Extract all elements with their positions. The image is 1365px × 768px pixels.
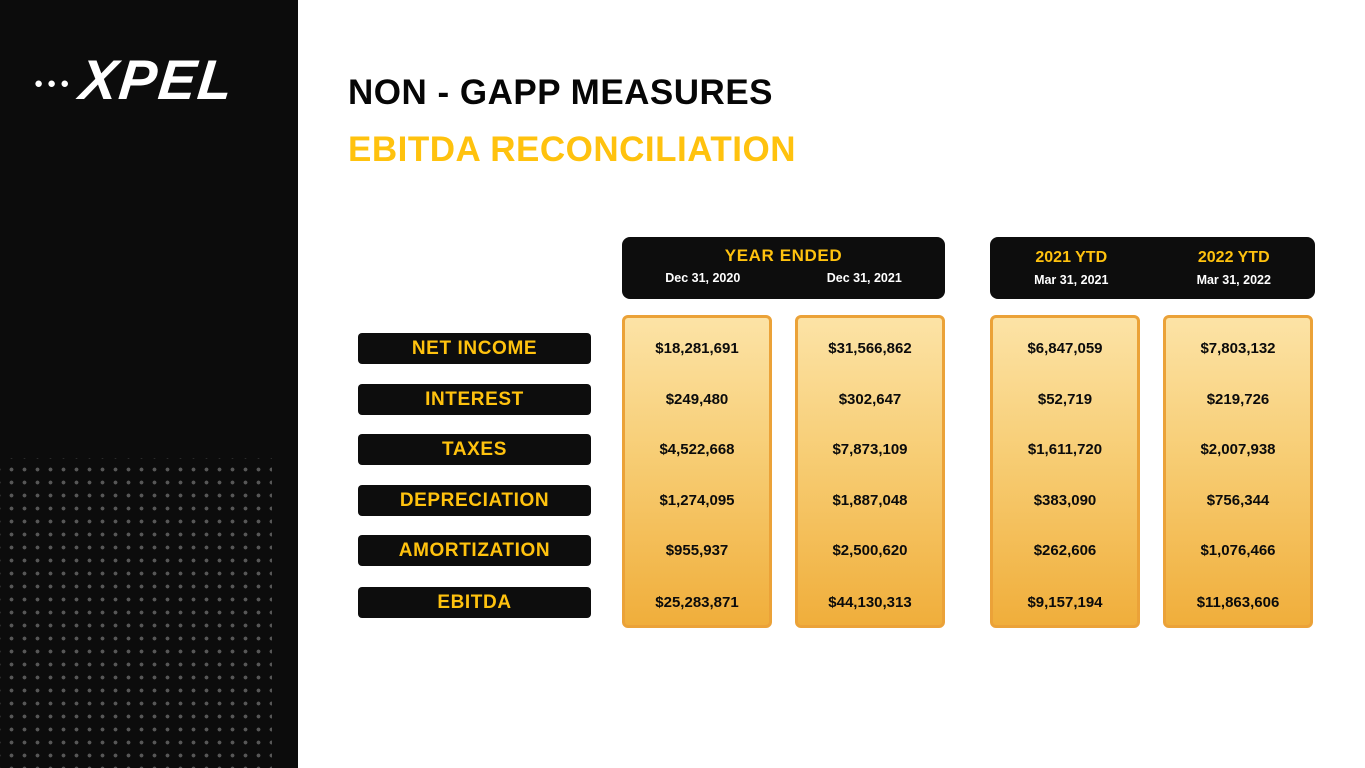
value-cell: $25,283,871	[655, 594, 739, 611]
row-label-amortization: AMORTIZATION	[358, 535, 591, 566]
value-cell: $7,803,132	[1200, 340, 1276, 357]
value-cell: $18,281,691	[655, 340, 739, 357]
value-cell: $7,873,109	[832, 441, 908, 458]
row-label-ebitda: EBITDA	[358, 587, 591, 618]
value-cell: $4,522,668	[659, 441, 735, 458]
value-cell: $302,647	[838, 391, 902, 408]
value-cell: $44,130,313	[828, 594, 912, 611]
value-cell: $6,847,059	[1027, 340, 1103, 357]
value-cell: $262,606	[1033, 542, 1097, 559]
logo-text: XPEL	[76, 48, 238, 111]
value-cell: $955,937	[665, 542, 729, 559]
value-cell: $31,566,862	[828, 340, 912, 357]
value-cell: $9,157,194	[1027, 594, 1103, 611]
header-2021-ytd: 2021 YTD Mar 31, 2021	[990, 237, 1153, 299]
value-cell: $2,500,620	[832, 542, 908, 559]
value-cell: $11,863,606	[1196, 594, 1280, 611]
column-dec-2021: $31,566,862 $302,647 $7,873,109 $1,887,0…	[795, 315, 945, 628]
logo-dots-icon: ●●●	[34, 74, 74, 92]
header-2021-ytd-title: 2021 YTD	[1035, 249, 1108, 266]
value-cell: $249,480	[665, 391, 729, 408]
header-date-mar-2022: Mar 31, 2022	[1196, 273, 1271, 287]
header-date-dec-2020: Dec 31, 2020	[665, 271, 741, 285]
header-year-ended-dates: Dec 31, 2020 Dec 31, 2021	[622, 271, 945, 285]
column-mar-2022: $7,803,132 $219,726 $2,007,938 $756,344 …	[1163, 315, 1313, 628]
row-label-net-income: NET INCOME	[358, 333, 591, 364]
row-label-taxes: TAXES	[358, 434, 591, 465]
row-label-interest: INTEREST	[358, 384, 591, 415]
header-date-dec-2021: Dec 31, 2021	[826, 271, 902, 285]
value-cell: $1,076,466	[1200, 542, 1276, 559]
value-cell: $756,344	[1206, 492, 1270, 509]
sidebar-panel: ●●● XPEL	[0, 0, 298, 768]
page-title: NON - GAPP MEASURES	[348, 73, 774, 113]
header-ytd: 2021 YTD Mar 31, 2021 2022 YTD Mar 31, 2…	[990, 237, 1315, 299]
value-cell: $2,007,938	[1200, 441, 1276, 458]
value-cell: $52,719	[1037, 391, 1093, 408]
value-cell: $1,611,720	[1027, 441, 1103, 458]
column-mar-2021: $6,847,059 $52,719 $1,611,720 $383,090 $…	[990, 315, 1140, 628]
value-cell: $1,887,048	[832, 492, 908, 509]
header-year-ended-title: YEAR ENDED	[724, 246, 843, 265]
row-label-depreciation: DEPRECIATION	[358, 485, 591, 516]
header-2022-ytd-title: 2022 YTD	[1197, 249, 1270, 266]
xpel-logo: ●●● XPEL	[34, 48, 238, 111]
value-cell: $219,726	[1206, 391, 1270, 408]
header-2022-ytd: 2022 YTD Mar 31, 2022	[1153, 237, 1316, 299]
value-cell: $1,274,095	[659, 492, 735, 509]
page-subtitle: EBITDA RECONCILIATION	[348, 130, 796, 170]
header-year-ended: YEAR ENDED Dec 31, 2020 Dec 31, 2021	[622, 237, 945, 299]
header-date-mar-2021: Mar 31, 2021	[1034, 273, 1109, 287]
dot-pattern-decoration	[0, 458, 272, 768]
value-cell: $383,090	[1033, 492, 1097, 509]
column-dec-2020: $18,281,691 $249,480 $4,522,668 $1,274,0…	[622, 315, 772, 628]
